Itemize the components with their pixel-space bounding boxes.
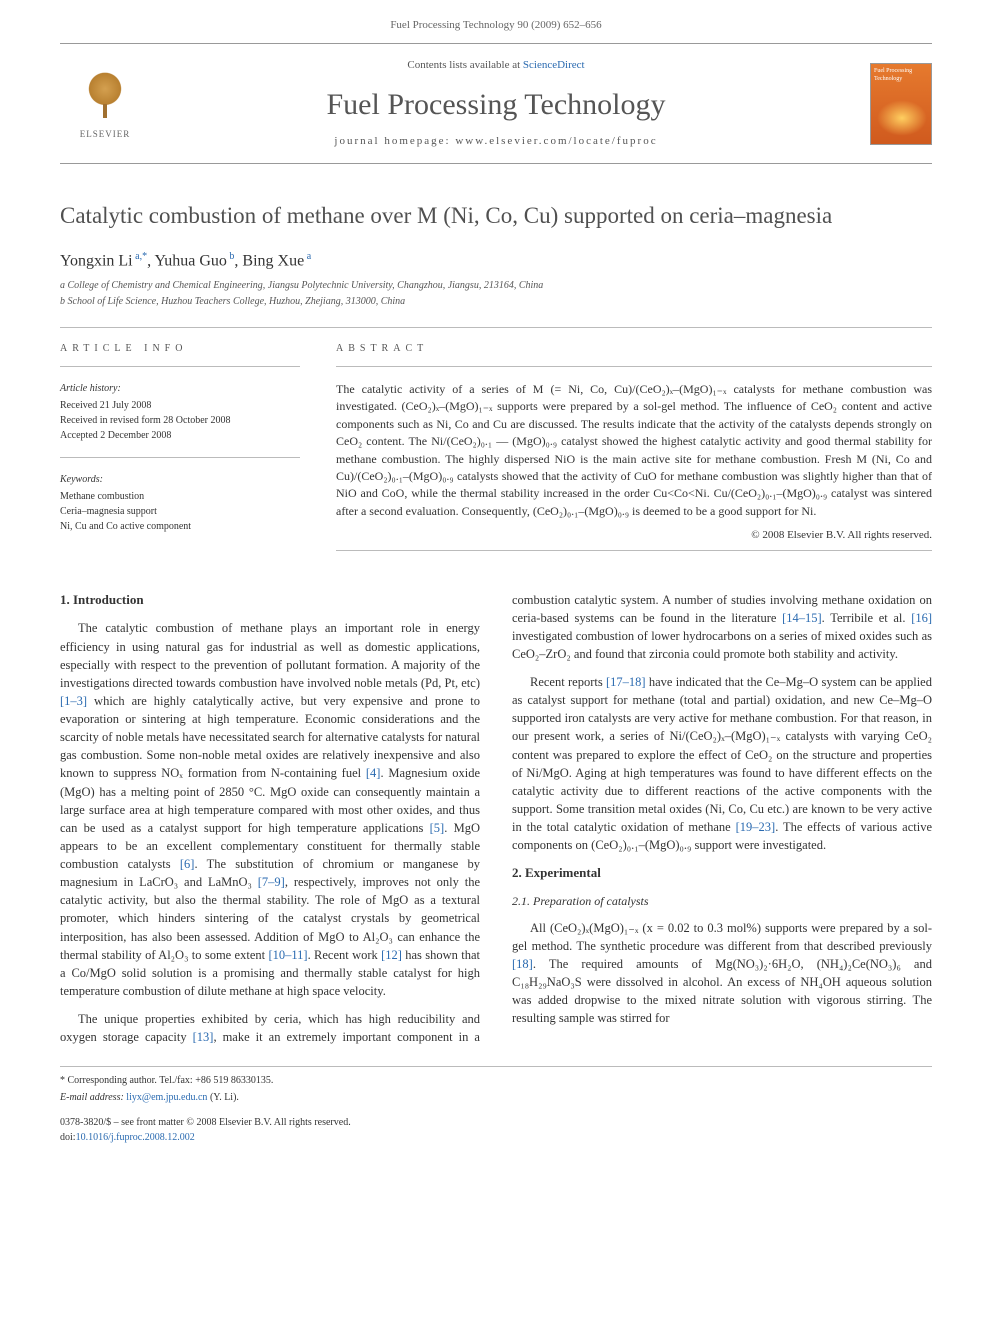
abstract-copyright: © 2008 Elsevier B.V. All rights reserved… [336,528,932,543]
section-1-heading: 1. Introduction [60,591,480,610]
experimental-paragraph-1: All (CeO₂)ₓ(MgO)₁₋ₓ (x = 0.02 to 0.3 mol… [512,919,932,1028]
homepage-url[interactable]: www.elsevier.com/locate/fuproc [455,135,657,147]
sciencedirect-link[interactable]: ScienceDirect [523,59,585,71]
article-info-block: ARTICLE INFO Article history: Received 2… [60,342,300,565]
page-footer: * Corresponding author. Tel./fax: +86 51… [60,1066,932,1145]
history-accepted: Accepted 2 December 2008 [60,428,300,443]
article-history: Article history: Received 21 July 2008 R… [60,381,300,443]
keyword-2: Ceria–magnesia support [60,504,300,519]
cover-label: Fuel Processing Technology [874,68,912,82]
author-2-affil: b [227,251,235,262]
contents-lists-line: Contents lists available at ScienceDirec… [150,58,842,73]
abstract-divider [336,366,932,367]
history-heading: Article history: [60,381,300,396]
corresponding-author-line: * Corresponding author. Tel./fax: +86 51… [60,1073,932,1088]
publisher-name: ELSEVIER [80,128,131,141]
affiliations: a College of Chemistry and Chemical Engi… [60,279,932,309]
journal-name: Fuel Processing Technology [150,84,842,126]
homepage-label: journal homepage: [334,135,455,147]
keywords-heading: Keywords: [60,472,300,487]
email-address[interactable]: liyx@em.jpu.edu.cn [126,1092,207,1103]
keyword-3: Ni, Cu and Co active component [60,519,300,534]
doi-link[interactable]: 10.1016/j.fuproc.2008.12.002 [76,1132,195,1143]
divider-top [60,327,932,328]
body-two-column: 1. Introduction The catalytic combustion… [60,591,932,1047]
email-author-name: (Y. Li). [207,1092,238,1103]
info-divider-1 [60,366,300,367]
abstract-body: The catalytic activity of a series of M … [336,381,932,520]
journal-cover-thumbnail: Fuel Processing Technology [870,63,932,145]
keywords-block: Keywords: Methane combustion Ceria–magne… [60,472,300,534]
running-head: Fuel Processing Technology 90 (2009) 652… [0,0,992,43]
issn-copyright-line: 0378-3820/$ – see front matter © 2008 El… [60,1115,932,1130]
history-revised: Received in revised form 28 October 2008 [60,413,300,428]
journal-homepage-line: journal homepage: www.elsevier.com/locat… [150,134,842,149]
abstract-heading: ABSTRACT [336,342,932,356]
author-1: Yongxin Li [60,253,133,270]
author-3: Bing Xue [242,253,304,270]
history-received: Received 21 July 2008 [60,398,300,413]
doi-label: doi: [60,1132,76,1143]
abstract-divider-bottom [336,550,932,551]
section-2-heading: 2. Experimental [512,864,932,883]
article-info-heading: ARTICLE INFO [60,342,300,356]
info-divider-2 [60,457,300,458]
email-label: E-mail address: [60,1092,126,1103]
authors-line: Yongxin Li a,*, Yuhua Guo b, Bing Xue a [60,250,932,273]
corresponding-marker[interactable]: * [142,251,147,262]
section-2-1-heading: 2.1. Preparation of catalysts [512,893,932,910]
intro-paragraph-3: Recent reports [17–18] have indicated th… [512,673,932,854]
affiliation-b: b School of Life Science, Huzhou Teacher… [60,295,932,309]
abstract-block: ABSTRACT The catalytic activity of a ser… [336,342,932,565]
publisher-logo-block: ELSEVIER [60,66,150,141]
author-1-affil: a, [133,251,142,262]
elsevier-tree-icon [75,66,135,126]
author-2: Yuhua Guo [154,253,226,270]
author-3-affil: a [304,251,311,262]
contents-prefix: Contents lists available at [407,59,522,71]
affiliation-a: a College of Chemistry and Chemical Engi… [60,279,932,293]
email-line: E-mail address: liyx@em.jpu.edu.cn (Y. L… [60,1090,932,1105]
doi-line: doi:10.1016/j.fuproc.2008.12.002 [60,1130,932,1145]
keyword-1: Methane combustion [60,489,300,504]
intro-paragraph-1: The catalytic combustion of methane play… [60,619,480,1000]
article-title: Catalytic combustion of methane over M (… [60,200,932,232]
journal-banner: ELSEVIER Contents lists available at Sci… [60,43,932,164]
